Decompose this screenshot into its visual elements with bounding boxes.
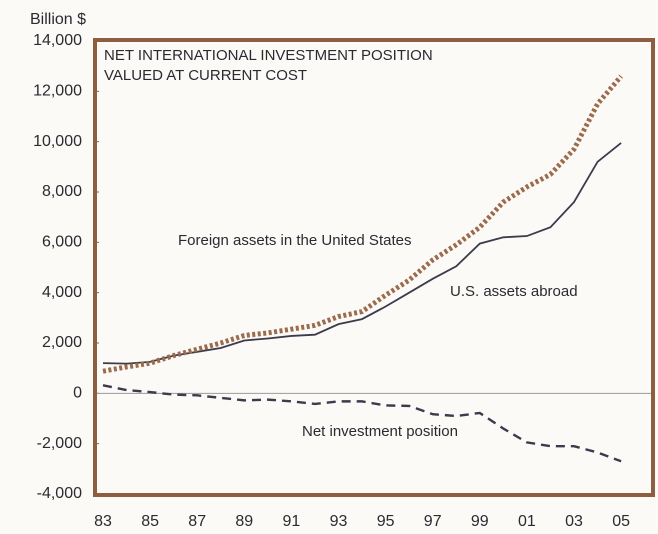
y-tick-label: -2,000	[37, 435, 82, 452]
chart-title: NET INTERNATIONAL INVESTMENT POSITION	[104, 47, 433, 64]
y-axis-label: Billion $	[30, 11, 86, 28]
x-tick-label: 83	[94, 513, 112, 530]
x-tick-label: 99	[471, 513, 489, 530]
plot-frame	[93, 38, 655, 497]
y-tick-label: 4,000	[42, 284, 82, 301]
y-tick-label: -4,000	[37, 485, 82, 502]
x-tick-label: 97	[424, 513, 442, 530]
x-tick-label: 05	[612, 513, 630, 530]
y-tick-label: 0	[73, 385, 82, 402]
x-tick-label: 89	[235, 513, 253, 530]
y-tick-label: 6,000	[42, 234, 82, 251]
x-tick-label: 91	[283, 513, 301, 530]
y-tick-label: 2,000	[42, 334, 82, 351]
x-tick-label: 93	[330, 513, 348, 530]
chart-title: VALUED AT CURRENT COST	[104, 67, 307, 84]
y-tick-label: 14,000	[33, 32, 82, 49]
y-tick-label: 10,000	[33, 133, 82, 150]
series-line	[102, 384, 622, 463]
x-tick-label: 01	[518, 513, 536, 530]
x-tick-label: 85	[141, 513, 159, 530]
series-line	[102, 74, 624, 374]
x-tick-label: 03	[565, 513, 583, 530]
x-tick-label: 95	[377, 513, 395, 530]
y-tick-label: 12,000	[33, 83, 82, 100]
line-label: U.S. assets abroad	[450, 283, 578, 300]
y-tick-label: 8,000	[42, 183, 82, 200]
line-label: Net investment position	[302, 423, 458, 440]
line-label: Foreign assets in the United States	[178, 232, 411, 249]
x-tick-label: 87	[188, 513, 206, 530]
